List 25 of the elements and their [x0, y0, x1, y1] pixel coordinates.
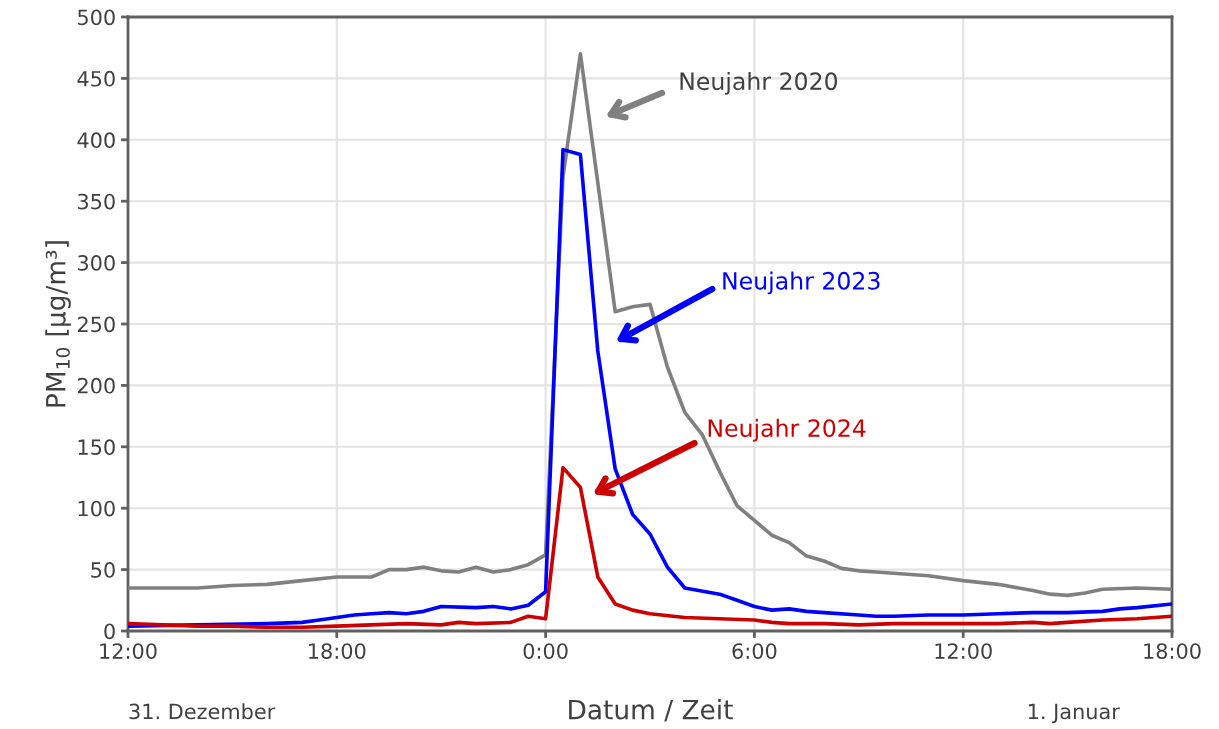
x-tick-label: 12:00 [100, 643, 157, 659]
x-tick-label: 18:00 [1144, 643, 1201, 659]
annotation: Neujahr 2024 [708, 418, 866, 442]
x-tick-label: 0:00 [523, 643, 568, 659]
y-tick-label: 0 [104, 623, 115, 640]
y-tick-label: 350 [78, 193, 115, 210]
y-tick-label: 500 [78, 9, 115, 26]
y-tick-label: 300 [78, 255, 115, 271]
y-tick-label: 200 [77, 377, 115, 394]
annotation: Neujahr 2023 [723, 271, 880, 295]
x-tick-label: 6:00 [732, 643, 777, 659]
y-tick-label: 250 [77, 316, 115, 333]
y-tick-label: 150 [78, 439, 115, 456]
line-series [128, 147, 1172, 628]
y-tick-label: 400 [77, 132, 115, 149]
x-tick-label: 12:00 [935, 643, 992, 659]
text: 1. Januar [1028, 703, 1120, 724]
y-tick-label: 100 [78, 500, 115, 517]
text: 31. Dezember [129, 703, 276, 720]
y-axis-title: PM$_{10}$ [µg/m³] [45, 241, 71, 407]
x-tick-label: 18:00 [309, 643, 366, 659]
x-axis-title: Datum / Zeit [569, 699, 733, 722]
y-tick-label: 50 [91, 562, 115, 578]
y-tick-label: 450 [77, 70, 115, 87]
annotation: Neujahr 2020 [680, 71, 838, 95]
